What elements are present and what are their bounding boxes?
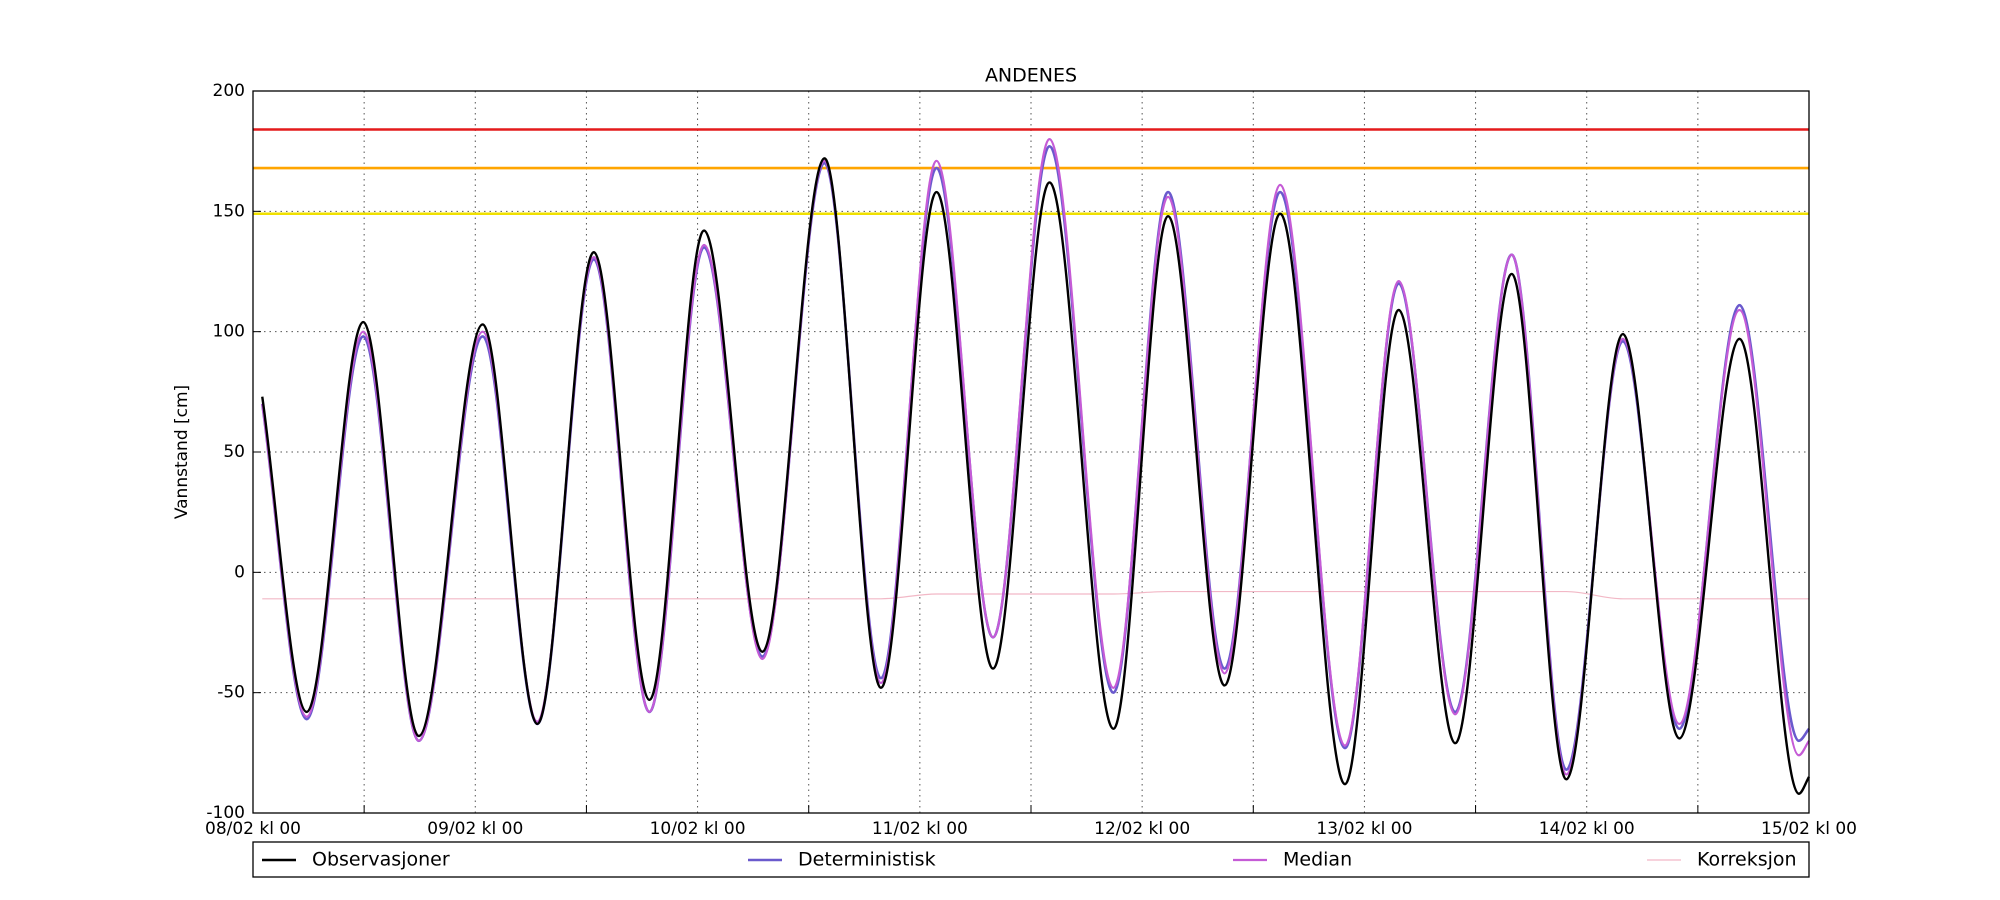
y-tick-label: 0 (234, 562, 245, 582)
y-tick-label: -50 (217, 683, 245, 703)
series-line (261, 157, 1811, 795)
plot-frame (252, 90, 1810, 814)
y-tick-label: 200 (213, 81, 245, 101)
y-tick-label: -100 (206, 803, 245, 823)
y-tick-label: 150 (213, 201, 245, 221)
legend-label: Korreksjon (1697, 849, 1797, 871)
x-tick-label: 15/02 kl 00 (1761, 819, 1857, 839)
x-tick-label: 08/02 kl 00 (205, 819, 301, 839)
legend-label: Observasjoner (312, 849, 450, 871)
y-tick-label: 50 (223, 442, 245, 462)
y-tick-label: 100 (213, 322, 245, 342)
series-line (262, 590, 1809, 600)
y-axis-label: Vannstand [cm] (172, 385, 192, 519)
x-tick-label: 12/02 kl 00 (1094, 819, 1190, 839)
legend-label: Median (1283, 849, 1352, 871)
x-tick-label: 13/02 kl 00 (1316, 819, 1412, 839)
chart-title: ANDENES (985, 65, 1077, 87)
x-tick-label: 10/02 kl 00 (650, 819, 746, 839)
legend-box (252, 841, 1810, 878)
x-tick-label: 09/02 kl 00 (427, 819, 523, 839)
x-tick-label: 11/02 kl 00 (872, 819, 968, 839)
legend-label: Deterministisk (798, 849, 936, 871)
x-tick-label: 14/02 kl 00 (1539, 819, 1635, 839)
series-line (260, 145, 1811, 771)
series-line (261, 138, 1810, 776)
